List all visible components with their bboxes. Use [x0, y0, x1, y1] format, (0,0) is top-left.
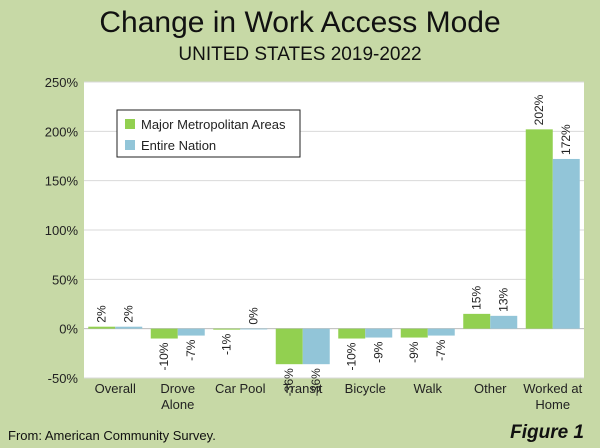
x-tick-label: Home [535, 397, 570, 412]
data-label: 2% [122, 305, 136, 323]
y-tick-label: 250% [45, 75, 79, 90]
y-tick-label: 0% [59, 322, 78, 337]
data-label: -10% [157, 342, 171, 370]
data-label: 2% [95, 305, 109, 323]
data-label: 0% [247, 307, 261, 325]
x-tick-label: Other [474, 381, 507, 396]
bar-nation [177, 328, 205, 336]
chart-title: Change in Work Access Mode [99, 6, 501, 39]
data-label: 172% [559, 124, 573, 155]
bar-metro [275, 328, 303, 365]
bar-metro [525, 129, 553, 329]
bar-nation [115, 326, 143, 329]
y-tick-label: 200% [45, 124, 79, 139]
figure-label: Figure 1 [510, 422, 584, 443]
bar-metro [88, 326, 116, 329]
data-label: -7% [184, 339, 198, 361]
x-tick-label: Drove [160, 381, 195, 396]
legend-box [116, 109, 301, 158]
bar-nation [552, 158, 580, 329]
bar-metro [150, 328, 178, 339]
bar-nation [490, 315, 518, 329]
x-tick-label: Walk [414, 381, 443, 396]
data-label: -36% [282, 368, 296, 396]
data-label: -36% [309, 368, 323, 396]
y-tick-label: 50% [52, 272, 78, 287]
bar-metro [338, 328, 366, 339]
x-tick-label: Worked at [523, 381, 582, 396]
x-tick-label: Alone [161, 397, 194, 412]
legend-swatch [125, 119, 135, 129]
data-label: 202% [532, 94, 546, 125]
legend-swatch [125, 140, 135, 150]
x-tick-label: Transit [283, 381, 323, 396]
y-tick-label: -50% [48, 371, 79, 386]
bar-nation [302, 328, 330, 365]
bar-metro [463, 313, 491, 329]
y-tick-label: 100% [45, 223, 79, 238]
legend-label: Major Metropolitan Areas [141, 117, 286, 132]
bar-nation [240, 328, 268, 330]
chart-subtitle: UNITED STATES 2019-2022 [178, 44, 422, 65]
data-label: -9% [407, 341, 421, 363]
data-label: -7% [434, 339, 448, 361]
data-label: -10% [345, 342, 359, 370]
bar-metro [213, 328, 241, 330]
source-note: From: American Community Survey. [8, 428, 216, 443]
bar-nation [365, 328, 393, 338]
data-label: -9% [372, 341, 386, 363]
x-tick-label: Bicycle [345, 381, 386, 396]
bar-nation [427, 328, 455, 336]
data-label: -1% [220, 333, 234, 355]
bar-metro [400, 328, 428, 338]
x-tick-label: Car Pool [215, 381, 266, 396]
data-label: 13% [497, 287, 511, 311]
data-label: 15% [470, 286, 484, 310]
x-tick-label: Overall [95, 381, 136, 396]
legend-label: Entire Nation [141, 138, 216, 153]
y-tick-label: 150% [45, 174, 79, 189]
